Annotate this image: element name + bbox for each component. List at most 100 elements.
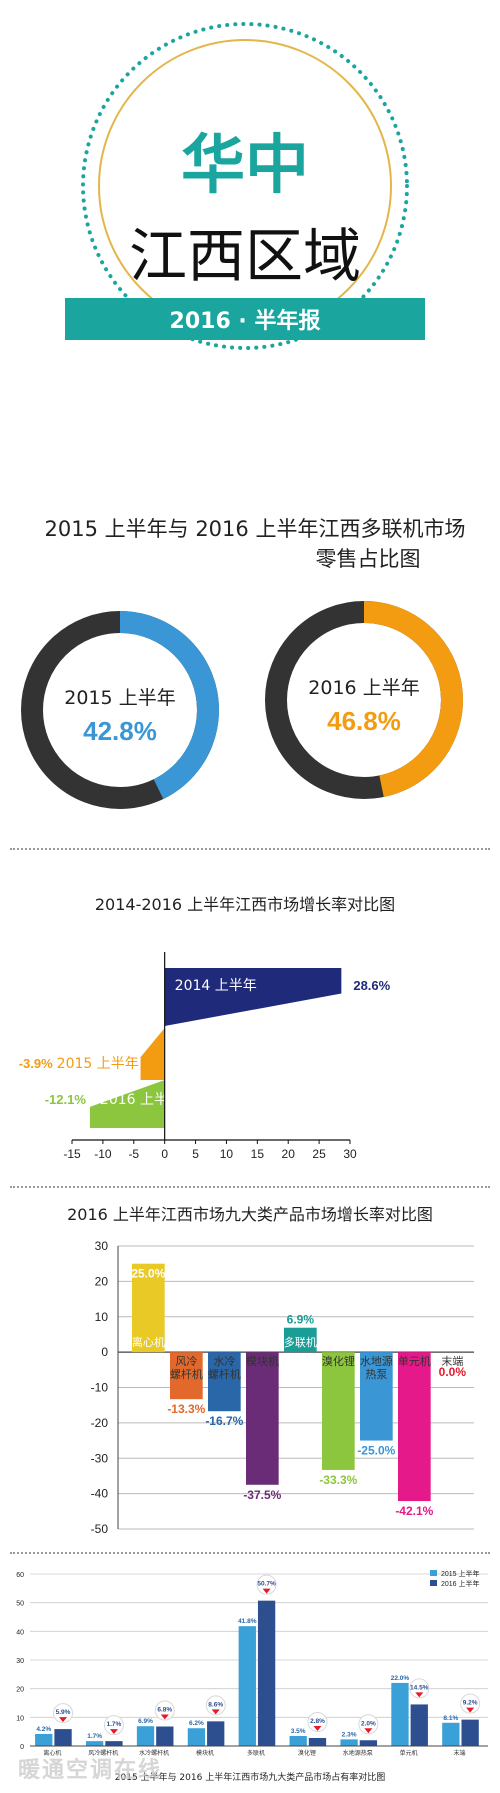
share-badge-arrow — [160, 1714, 169, 1720]
share-legend-label: 2016 上半年 — [441, 1579, 480, 1588]
vbar-category-label: 离心机 — [132, 1335, 165, 1349]
vbar-tick-label: -50 — [91, 1522, 109, 1536]
share-bar — [289, 1735, 307, 1746]
share-tick-label: 50 — [16, 1601, 24, 1608]
vbar-category-label: 单元机 — [398, 1354, 431, 1368]
share-tick-label: 0 — [20, 1744, 24, 1751]
nine-growth-section: 2016 上半年江西市场九大类产品市场增长率对比图 30 20 10 0 -10 -20 -… — [0, 1194, 500, 1544]
share-bar — [461, 1719, 479, 1746]
hbar-tick-label: 25 — [312, 1147, 326, 1161]
hbar-value-label: -12.1% — [45, 1092, 87, 1107]
share-badge — [307, 1711, 328, 1732]
vbar-category-label: 多联机 — [284, 1335, 317, 1349]
share-badge-arrow — [59, 1717, 68, 1723]
share-bar — [442, 1722, 460, 1746]
share-value-label: 8.1% — [443, 1715, 458, 1722]
vbar-tick-label: -30 — [91, 1451, 109, 1465]
vbar-bar — [170, 1352, 203, 1400]
donut-chart: 2015 上半年与 2016 上半年江西多联机市场 零售占比图 2015 上半年… — [21, 517, 466, 809]
vbar-category-label: 螺杆机 — [208, 1367, 241, 1381]
donut-title-line1: 2015 上半年与 2016 上半年江西多联机市场 — [45, 517, 466, 541]
hbar-bar — [140, 1028, 165, 1080]
share-value-label: 6.8% — [157, 1707, 172, 1714]
vbar-category-label: 热泵 — [365, 1368, 387, 1381]
share-value-label: 22.0% — [391, 1675, 410, 1682]
donut-section: 2015 上半年与 2016 上半年江西多联机市场 零售占比图 2015 上半年… — [0, 500, 500, 840]
donut-label: 2016 上半年 — [308, 677, 419, 699]
header-section: 华中 江西区域 2016 · 半年报 — [0, 0, 500, 380]
share-badge-arrow — [211, 1709, 220, 1715]
vbar-category-label: 水地源 — [360, 1354, 393, 1368]
share-badge-arrow — [466, 1707, 475, 1713]
vbar-category-label: 水冷 — [213, 1355, 235, 1368]
vbar-category-label: 风冷 — [175, 1355, 197, 1368]
hbar-value-label: 28.6% — [353, 978, 390, 993]
header-dotted-ring — [81, 22, 409, 350]
growth-2014-2016-section: 2014-2016 上半年江西市场增长率对比图 2014 上半年 28.6% 201… — [0, 868, 500, 1178]
vbar-value-label: -37.5% — [243, 1488, 281, 1502]
hbar-tick-label: -5 — [128, 1147, 139, 1161]
share-bar — [105, 1741, 123, 1746]
vbar-bar — [360, 1352, 393, 1441]
share-bar — [340, 1739, 358, 1746]
share-value-label: 1.7% — [107, 1721, 122, 1728]
vbar-tick-label: -40 — [91, 1487, 109, 1501]
share-badge-arrow — [262, 1588, 271, 1594]
vbar-category-label: 螺杆机 — [170, 1367, 203, 1381]
share-badge — [409, 1678, 430, 1699]
hbar-category-label: 2016 上半年 — [100, 1092, 182, 1108]
share-tick-label: 10 — [16, 1715, 24, 1722]
separator-1 — [10, 848, 490, 850]
share-value-label: 9.2% — [463, 1700, 478, 1707]
separator-3 — [10, 1552, 490, 1554]
nine-growth-chart: 2016 上半年江西市场九大类产品市场增长率对比图 30 20 10 0 -10 -20 -… — [67, 1205, 474, 1536]
share-bar — [410, 1704, 428, 1746]
donut-ring-value — [363, 601, 463, 798]
hbar-tick-label: 0 — [161, 1147, 168, 1161]
hbar-tick-label: 15 — [251, 1147, 265, 1161]
share-category-label: 离心机 — [43, 1749, 61, 1757]
share-value-label: 4.2% — [36, 1726, 51, 1733]
share-value-label: 6.2% — [189, 1720, 204, 1727]
share-badge — [460, 1693, 481, 1714]
hbar-tick-label: 30 — [343, 1147, 357, 1161]
share-bar — [238, 1626, 256, 1746]
header-title-main: 华中 — [181, 129, 309, 203]
share-badge — [358, 1714, 379, 1735]
donut-ring-value — [119, 611, 219, 800]
share-value-label: 3.5% — [291, 1728, 306, 1735]
donut-label: 2015 上半年 — [64, 687, 175, 709]
share-badge — [205, 1695, 226, 1716]
vbar-tick-label: 10 — [95, 1310, 109, 1324]
header-banner-text: 2016 · 半年报 — [170, 308, 321, 334]
vbar-value-label: -13.3% — [167, 1402, 205, 1416]
share-value-label: 41.8% — [238, 1618, 257, 1625]
separator-2 — [10, 1186, 490, 1188]
share-badge — [103, 1715, 124, 1736]
hbar-category-label: 2015 上半年 — [57, 1056, 139, 1072]
share-category-label: 多联机 — [247, 1749, 265, 1757]
share-category-label: 水地源热泵 — [343, 1749, 373, 1757]
share-badge-arrow — [415, 1692, 424, 1698]
share-badge — [53, 1703, 74, 1724]
share-tick-label: 30 — [16, 1658, 24, 1665]
share-value-label: 6.9% — [138, 1718, 153, 1725]
vbar-category-label: 模块机 — [246, 1354, 279, 1368]
vbar-tick-label: 20 — [95, 1274, 109, 1288]
share-bar — [136, 1726, 155, 1746]
donut-title-line2: 零售占比图 — [316, 547, 421, 571]
share-badge — [256, 1574, 277, 1595]
hbar-bar — [89, 1080, 165, 1128]
vbar-value-label: -33.3% — [319, 1473, 357, 1487]
donut-dotted-ring — [292, 628, 436, 772]
vbar-bar — [322, 1352, 355, 1470]
share-category-label: 模块机 — [196, 1749, 214, 1757]
vbar-title: 2016 上半年江西市场九大类产品市场增长率对比图 — [67, 1205, 433, 1224]
share-category-label: 单元机 — [400, 1749, 418, 1757]
vbar-value-label: -16.7% — [205, 1414, 243, 1428]
share-value-label: 8.6% — [208, 1701, 223, 1708]
share-bar — [156, 1726, 174, 1746]
share-category-label: 末端 — [453, 1749, 465, 1757]
share-bar — [54, 1729, 72, 1746]
share-bar — [85, 1741, 104, 1746]
